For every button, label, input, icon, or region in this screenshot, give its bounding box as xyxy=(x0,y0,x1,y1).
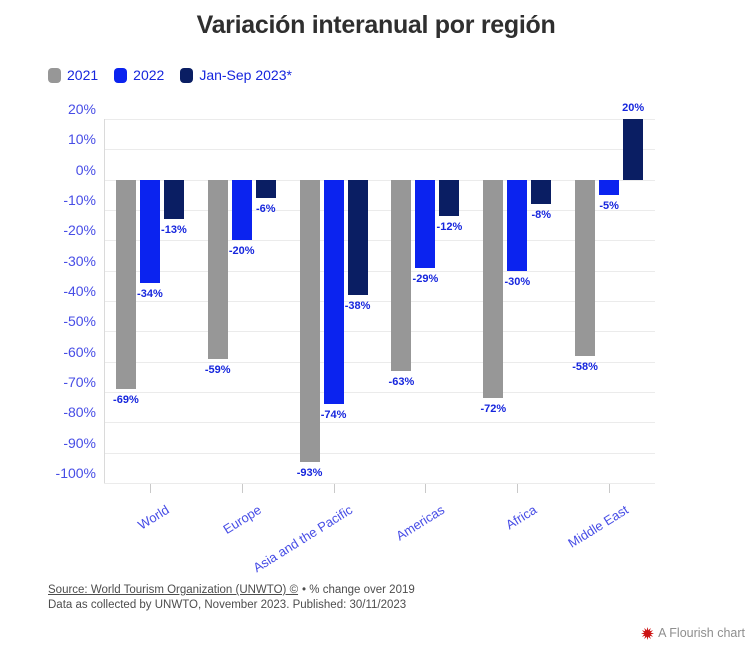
bar-value-label: -20% xyxy=(228,245,255,258)
x-axis-tick xyxy=(517,484,519,493)
bar[interactable] xyxy=(507,179,528,271)
source-line: Source: World Tourism Organization (UNWT… xyxy=(48,583,415,598)
gridline xyxy=(104,452,655,454)
x-axis-category-label: Asia and the Pacific xyxy=(250,502,356,576)
bar-value-label: -93% xyxy=(296,466,323,479)
y-axis-tick-label: 10% xyxy=(67,131,96,148)
bar[interactable] xyxy=(623,119,644,180)
gridline xyxy=(104,119,655,120)
x-axis-tick xyxy=(609,484,611,493)
source-suffix: • % change over 2019 xyxy=(302,584,415,596)
x-axis-category-label: Africa xyxy=(503,502,540,533)
bar-value-label: -29% xyxy=(412,272,439,285)
legend-swatch-2022 xyxy=(114,67,128,83)
y-axis-tick-label: -70% xyxy=(63,374,96,390)
bar[interactable] xyxy=(531,179,552,204)
bar[interactable] xyxy=(255,179,276,198)
flourish-attribution-link[interactable]: A Flourish chart xyxy=(641,626,745,640)
bar[interactable] xyxy=(323,179,344,405)
bar-value-label: -58% xyxy=(572,360,598,373)
bar-value-label: -72% xyxy=(480,403,507,416)
bar-value-label: -8% xyxy=(531,208,552,221)
bar[interactable] xyxy=(299,179,320,462)
gridline xyxy=(104,331,655,333)
y-axis-tick-label: -30% xyxy=(63,252,96,269)
y-axis-tick-label: -100% xyxy=(55,465,96,481)
y-axis-tick-label: -60% xyxy=(63,343,96,360)
chart-footer: Source: World Tourism Organization (UNWT… xyxy=(48,583,415,613)
bar-value-label: -34% xyxy=(137,287,163,300)
bar[interactable] xyxy=(439,179,460,217)
y-axis-tick-label: -40% xyxy=(63,283,96,299)
bar[interactable] xyxy=(139,179,160,283)
x-axis-category-label: World xyxy=(135,502,172,533)
bar-value-label: -74% xyxy=(320,409,347,422)
bar-value-label: -59% xyxy=(204,363,231,376)
y-axis-tick-label: -80% xyxy=(63,404,96,421)
bar-value-label: -69% xyxy=(113,394,139,406)
x-axis-category-label: Middle East xyxy=(565,502,632,551)
x-axis-tick xyxy=(149,484,151,493)
bar[interactable] xyxy=(231,179,252,241)
legend: 2021 2022 Jan-Sep 2023* xyxy=(48,67,292,83)
y-axis-tick-label: -20% xyxy=(63,222,96,239)
bar[interactable] xyxy=(347,179,368,295)
legend-label: 2022 xyxy=(133,67,165,83)
bar-value-label: -12% xyxy=(436,221,463,234)
y-axis-tick-label: -10% xyxy=(63,192,96,208)
bar[interactable] xyxy=(483,179,504,399)
chart-title: Variación interanual por región xyxy=(196,11,556,39)
x-axis-category-label: Europe xyxy=(220,502,264,537)
gridline xyxy=(104,210,655,211)
bar[interactable] xyxy=(599,179,620,195)
bar-value-label: 20% xyxy=(622,102,645,114)
y-axis-line xyxy=(104,119,105,483)
bar-value-label: -13% xyxy=(161,224,187,237)
legend-item-2023[interactable]: Jan-Sep 2023* xyxy=(180,67,292,83)
bar[interactable] xyxy=(115,179,136,389)
bar[interactable] xyxy=(415,179,436,268)
gridline xyxy=(104,270,655,272)
gridline xyxy=(104,392,655,393)
footer-note: Data as collected by UNWTO, November 202… xyxy=(48,599,407,611)
bar[interactable] xyxy=(207,179,228,359)
y-axis-tick-label: 20% xyxy=(67,101,96,117)
legend-swatch-2023 xyxy=(180,67,194,83)
x-axis-tick xyxy=(241,484,243,493)
bar-value-label: -38% xyxy=(344,299,371,312)
attribution-label: A Flourish chart xyxy=(658,626,745,640)
bar-value-label: -63% xyxy=(388,375,415,388)
legend-swatch-2021 xyxy=(48,67,61,83)
legend-label: Jan-Sep 2023* xyxy=(199,67,292,83)
x-axis-tick xyxy=(425,484,427,493)
source-link[interactable]: Source: World Tourism Organization (UNWT… xyxy=(48,584,299,596)
x-axis-tick xyxy=(333,484,335,493)
gridline xyxy=(104,301,655,302)
gridline xyxy=(104,149,655,151)
bar-value-label: -6% xyxy=(256,202,276,215)
y-axis-tick-label: 0% xyxy=(75,161,96,178)
gridline xyxy=(104,483,655,484)
gridline xyxy=(104,179,655,181)
gridline xyxy=(104,361,655,363)
legend-item-2022[interactable]: 2022 xyxy=(114,67,164,83)
y-axis-tick-label: -90% xyxy=(63,434,96,451)
bar-value-label: -5% xyxy=(599,199,619,212)
flourish-starburst-icon xyxy=(641,626,655,640)
y-axis-tick-label: -50% xyxy=(63,313,96,330)
legend-item-2021[interactable]: 2021 xyxy=(48,67,98,83)
bar[interactable] xyxy=(575,179,596,356)
bar-value-label: -30% xyxy=(504,275,531,288)
legend-label: 2021 xyxy=(67,67,99,83)
bar[interactable] xyxy=(391,179,412,371)
bar[interactable] xyxy=(163,179,184,220)
x-axis-category-label: Americas xyxy=(393,502,448,544)
gridline xyxy=(104,422,655,424)
gridline xyxy=(104,240,655,242)
